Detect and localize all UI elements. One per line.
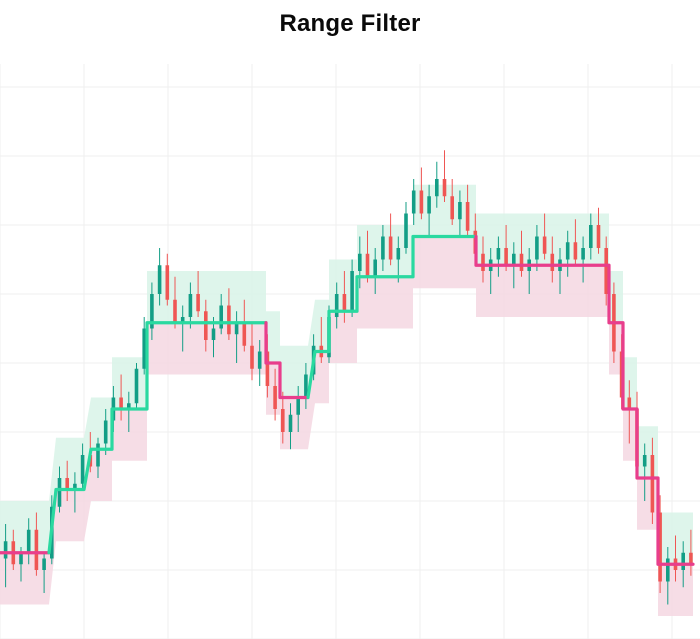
range-filter-chart bbox=[0, 64, 700, 639]
chart-title: Range Filter bbox=[0, 10, 700, 38]
chart-container: Range Filter bbox=[0, 0, 700, 639]
